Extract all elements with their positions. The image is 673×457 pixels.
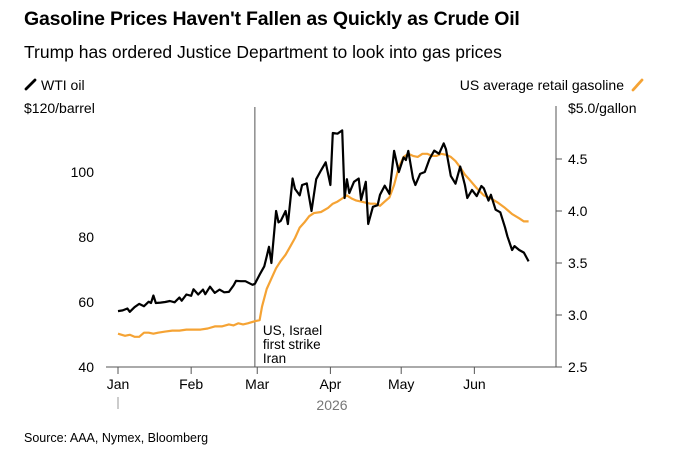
legend-oil-label: WTI oil	[41, 77, 85, 93]
legend-gas-swatch	[631, 78, 644, 92]
x-tick-label: Apr	[320, 376, 342, 392]
left-tick-label: 40	[78, 359, 94, 375]
x-tick-label: Feb	[179, 376, 203, 392]
page-title: Gasoline Prices Haven't Fallen as Quickl…	[24, 8, 520, 30]
right-tick-label: 4.5	[568, 151, 588, 167]
x-tick-label: May	[388, 376, 414, 392]
series-line-retail-gasoline	[117, 152, 529, 338]
right-tick-label: 3.0	[568, 307, 588, 323]
x-tick-label: Jun	[463, 376, 486, 392]
right-tick-label: 4.0	[568, 203, 588, 219]
annotation-line-3: Iran	[263, 351, 286, 366]
annotation-line-1: US, Israel	[263, 323, 322, 338]
x-axis-ticks: Jan Feb Mar Apr May Jun	[107, 367, 486, 392]
right-axis-unit-label: $5.0/gallon	[568, 100, 637, 116]
annotation-line-2: first strike	[263, 337, 321, 352]
left-tick-label: 60	[78, 294, 94, 310]
legend-wti-oil: WTI oil	[24, 77, 85, 93]
legend-retail-gasoline: US average retail gasoline	[460, 77, 644, 93]
legend-oil-swatch	[24, 78, 37, 91]
x-tick-label: Jan	[107, 376, 130, 392]
series-line-wti-oil	[117, 129, 530, 313]
x-axis-year-label: 2026	[316, 397, 347, 413]
right-tick-label: 2.5	[568, 359, 588, 375]
x-tick-label: Mar	[245, 376, 269, 392]
left-axis-ticks: 40 60 80 100	[71, 164, 95, 375]
annotation-text: US, Israel first strike Iran	[263, 323, 322, 366]
legend-gas-label: US average retail gasoline	[460, 77, 624, 93]
left-tick-label: 100	[71, 164, 95, 180]
right-axis-ticks: 2.5 3.0 3.5 4.0 4.5	[556, 151, 588, 375]
right-tick-label: 3.5	[568, 255, 588, 271]
source-note: Source: AAA, Nymex, Bloomberg	[24, 431, 209, 445]
left-tick-label: 80	[78, 229, 94, 245]
left-axis-unit-label: $120/barrel	[24, 100, 95, 116]
page-subtitle: Trump has ordered Justice Department to …	[24, 42, 502, 62]
